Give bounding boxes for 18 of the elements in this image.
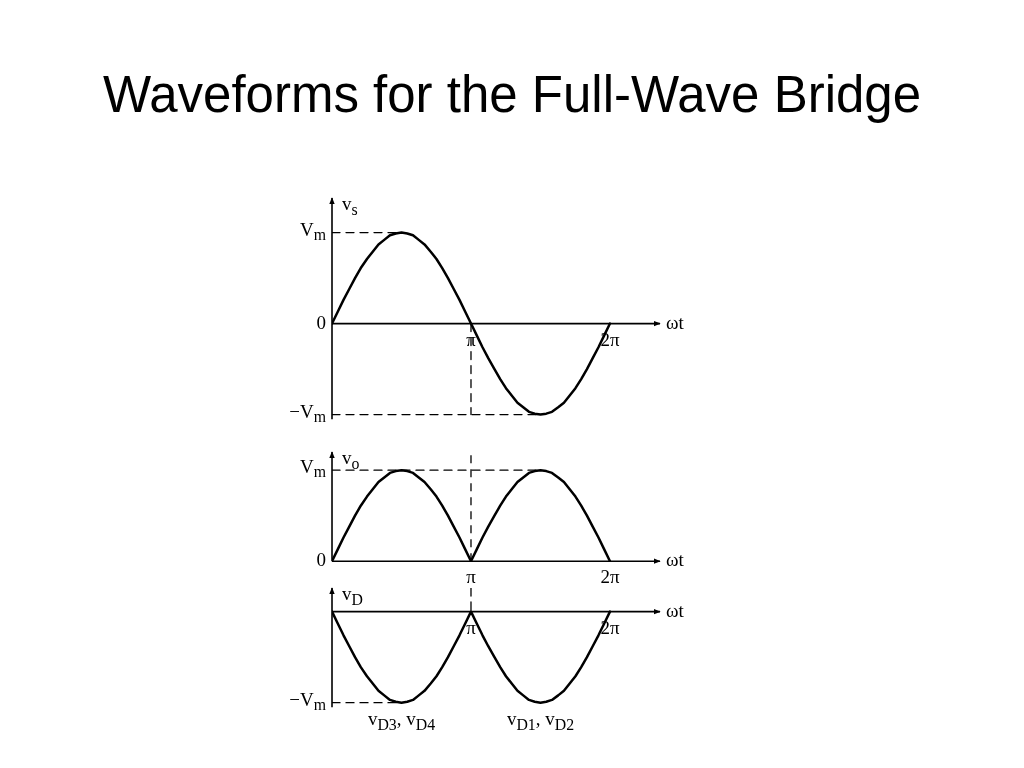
annotation: 0 (316, 548, 326, 571)
y-axis-title: v$_{s}$ (342, 193, 358, 218)
x-tick-label: π (466, 616, 477, 638)
annotation: V$_{m}$ (299, 455, 326, 482)
x-axis-title: ωt (666, 599, 684, 621)
y-axis-title: v$_{o}$ (342, 447, 360, 472)
annotation: 0 (316, 311, 326, 333)
y-axis-title: v$_{D}$ (342, 583, 363, 608)
chart-title: Waveforms for the Full-Wave Bridge (101, 65, 923, 125)
x-axis-title: ωt (666, 311, 684, 333)
annotation: V$_{m}$ (299, 218, 326, 244)
x-axis-title: ωt (666, 549, 684, 571)
annotation: −V$_{m}$ (289, 400, 326, 426)
x-tick-label: π (466, 566, 477, 588)
annotation: v$_{D3}$, v$_{D4}$ (367, 707, 436, 733)
annotation: −V$_{m}$ (289, 688, 326, 714)
x-tick-label: 2π (600, 566, 620, 588)
annotation: v$_{D1}$, v$_{D2}$ (506, 707, 575, 733)
